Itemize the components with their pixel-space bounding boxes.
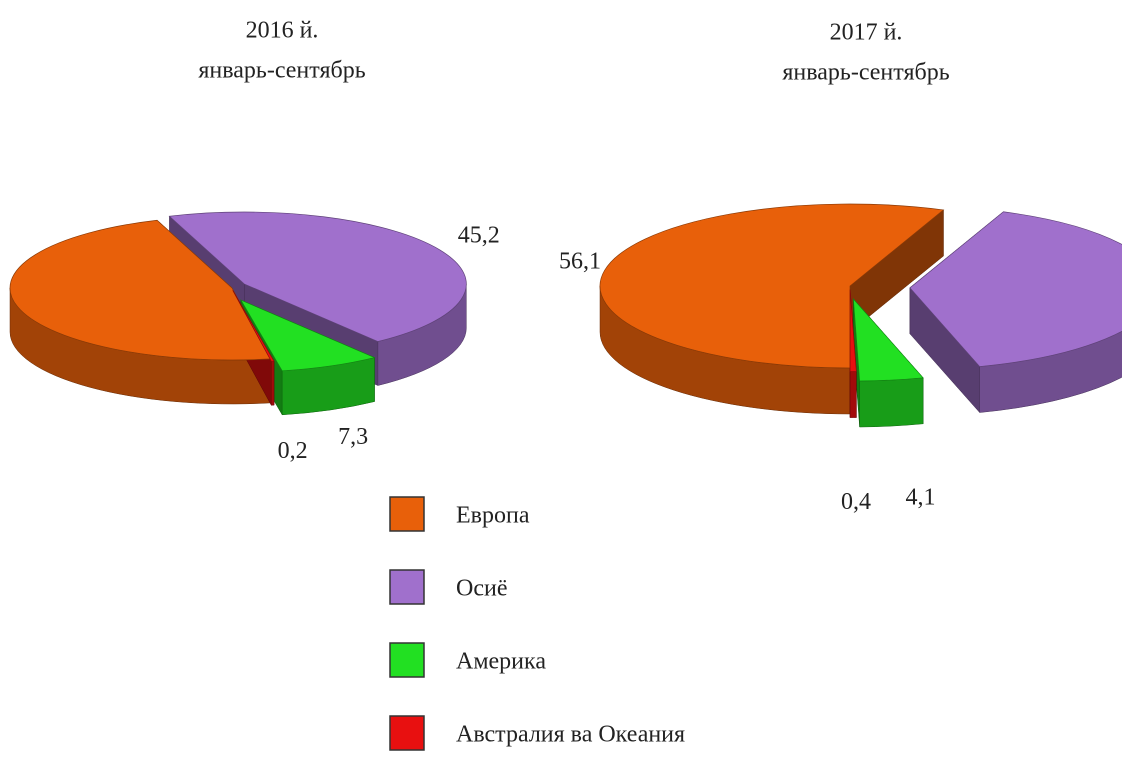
- pie-slice: [232, 290, 275, 362]
- pie-slice: [599, 203, 945, 369]
- legend-label: Америка: [456, 649, 546, 675]
- pie-slice: [849, 289, 857, 372]
- chart-subtitle: январь-сентябрь: [198, 58, 365, 84]
- pie-slice: [240, 299, 376, 372]
- pie-slice: [852, 298, 924, 382]
- legend-swatch: [389, 496, 425, 532]
- legend-label: Европа: [456, 503, 530, 529]
- data-label: 0,4: [841, 489, 871, 515]
- pie-slice: [9, 219, 272, 361]
- pie-tops: [9, 211, 467, 372]
- legend-swatch: [389, 642, 425, 678]
- data-label: 0,2: [278, 438, 308, 464]
- slice-side: [859, 377, 924, 428]
- data-label: 56,1: [559, 248, 601, 274]
- data-label: 45,2: [458, 222, 500, 248]
- pie-slice: [909, 211, 1122, 367]
- data-label: 7,3: [338, 424, 368, 450]
- pie-slice: [168, 211, 467, 342]
- legend-label: Австралия ва Океания: [456, 722, 685, 748]
- legend-label: Осиё: [456, 576, 507, 602]
- chart-title: 2016 й.: [246, 18, 319, 44]
- chart-subtitle: январь-сентябрь: [782, 60, 949, 86]
- legend-swatch: [389, 569, 425, 605]
- slice-side: [979, 330, 1122, 413]
- slice-side: [271, 360, 275, 406]
- chart-title: 2017 й.: [830, 20, 903, 46]
- data-label: 4,1: [905, 484, 935, 510]
- pie-tops: [599, 203, 1122, 382]
- slice-side: [849, 371, 857, 418]
- legend-swatch: [389, 715, 425, 751]
